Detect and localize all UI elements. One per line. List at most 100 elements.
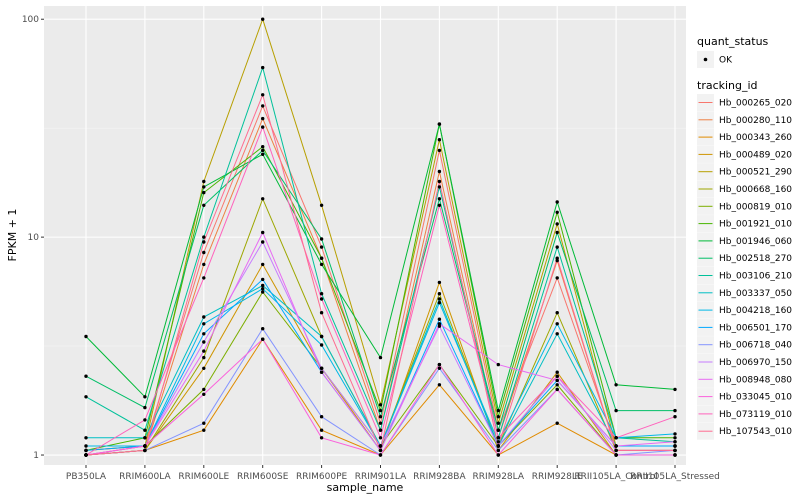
data-point <box>378 403 383 407</box>
legend-series-label: Hb_000280_110 <box>719 116 792 126</box>
data-point <box>202 203 206 207</box>
y-tick-label: 10 <box>28 233 40 243</box>
data-point <box>555 383 559 387</box>
data-point <box>555 378 559 383</box>
data-point <box>261 240 265 244</box>
data-point <box>202 235 206 239</box>
data-point <box>614 448 618 453</box>
data-point <box>261 148 265 153</box>
x-tick-label: RRII105LA_Stressed <box>630 472 720 482</box>
data-point <box>378 436 383 440</box>
data-point <box>202 340 206 344</box>
data-point <box>437 362 442 367</box>
data-point <box>673 415 677 419</box>
legend-series-label: Hb_000668_160 <box>719 185 792 195</box>
data-point <box>496 440 500 444</box>
data-point <box>261 290 265 294</box>
x-tick-label: RRIM600SE <box>237 472 289 482</box>
data-point <box>143 448 147 453</box>
data-point <box>555 322 559 326</box>
data-point <box>555 421 559 425</box>
data-point <box>143 444 147 448</box>
legend-series-label: Hb_000819_010 <box>719 202 792 212</box>
legend-series-label: Hb_107543_010 <box>719 427 792 437</box>
data-point <box>319 245 324 249</box>
data-point <box>261 152 265 156</box>
data-point <box>437 366 442 370</box>
y-tick-label: 100 <box>22 15 39 25</box>
data-point <box>555 230 559 235</box>
data-point <box>202 349 206 353</box>
x-axis-title: sample_name <box>327 481 404 494</box>
data-point <box>84 444 88 448</box>
data-point <box>496 428 500 432</box>
data-point <box>202 322 206 326</box>
data-point <box>319 203 324 207</box>
data-point <box>202 250 206 255</box>
data-point <box>84 374 88 378</box>
data-point <box>555 210 559 214</box>
data-point <box>143 418 147 422</box>
data-point <box>437 203 442 207</box>
data-point <box>319 366 324 370</box>
data-point <box>143 405 147 410</box>
data-point <box>202 355 206 360</box>
data-point <box>261 93 265 97</box>
data-point <box>202 392 206 396</box>
data-point <box>437 301 442 305</box>
y-axis-title: FPKM + 1 <box>6 209 19 262</box>
data-point <box>555 332 559 336</box>
x-tick-label: RRIM928LE <box>532 472 583 482</box>
data-point <box>673 440 677 444</box>
data-point <box>143 436 147 440</box>
data-point <box>437 138 442 142</box>
data-point <box>261 262 265 267</box>
data-point <box>202 387 206 392</box>
data-point <box>261 116 265 121</box>
data-point <box>437 122 442 126</box>
data-points <box>84 17 677 457</box>
legend-series-label: Hb_006970_150 <box>719 358 792 368</box>
x-tick-label: RRIM901LA <box>355 472 407 482</box>
legend-series-label: Hb_001946_060 <box>719 237 792 247</box>
data-point <box>555 222 559 226</box>
data-point <box>319 428 324 432</box>
data-point <box>437 179 442 184</box>
data-point <box>202 315 206 319</box>
data-point <box>261 125 265 129</box>
x-tick-label: RRIM928LA <box>473 472 525 482</box>
data-point <box>378 428 383 432</box>
data-point <box>378 415 383 419</box>
data-point <box>319 343 324 347</box>
data-point <box>261 327 265 331</box>
data-point <box>319 256 324 260</box>
y-tick-label: 1 <box>33 451 39 461</box>
data-point <box>496 453 500 457</box>
y-axis: 1 10 100 <box>22 15 44 461</box>
data-point <box>673 453 677 457</box>
legend-tracking-title: tracking_id <box>697 79 758 92</box>
data-point <box>437 324 442 328</box>
data-point <box>614 444 618 448</box>
data-point <box>496 408 500 413</box>
data-point <box>319 415 324 419</box>
plot-panel <box>44 6 686 465</box>
data-point <box>437 148 442 153</box>
data-point <box>261 287 265 291</box>
data-point <box>261 277 265 282</box>
data-point <box>261 337 265 341</box>
data-point <box>202 421 206 425</box>
data-point <box>143 395 147 399</box>
legend-series-label: Hb_008948_080 <box>719 375 792 385</box>
data-point <box>437 297 442 301</box>
data-point <box>202 179 206 184</box>
x-tick-label: RRIM600LA <box>119 472 171 482</box>
legend-series-label: Hb_000265_020 <box>719 99 792 109</box>
data-point <box>84 448 88 453</box>
data-point <box>555 200 559 204</box>
x-tick-label: RRII105LA_Control <box>574 472 657 482</box>
data-point <box>143 428 147 432</box>
legend-quant-status-label: OK <box>719 56 733 66</box>
data-point <box>496 421 500 425</box>
data-point <box>319 262 324 267</box>
